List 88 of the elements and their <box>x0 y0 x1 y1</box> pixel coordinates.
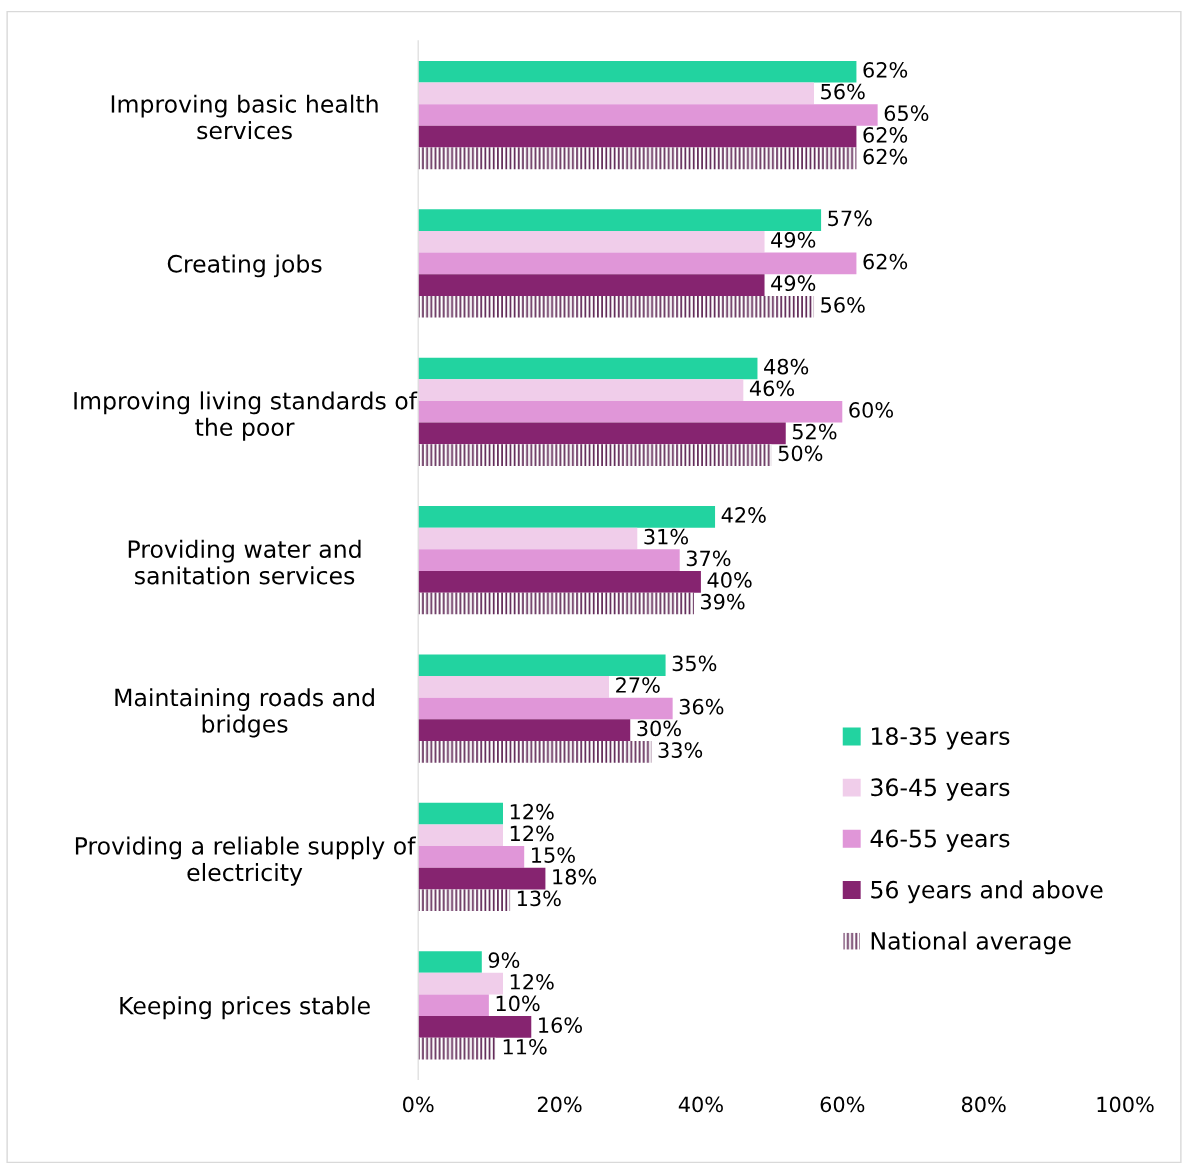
bar <box>418 972 503 995</box>
bar <box>418 592 694 615</box>
x-tick-label: 100% <box>1097 1096 1154 1113</box>
bar <box>418 824 503 847</box>
data-label: 56% <box>821 297 865 313</box>
data-label: 11% <box>503 1038 547 1055</box>
bar <box>418 549 680 571</box>
data-label: 49% <box>771 232 816 248</box>
y-tick-label: Creating jobs <box>167 254 322 278</box>
bar <box>418 506 716 528</box>
y-tick-label: Providing a reliable supply of electricity <box>75 836 416 886</box>
data-label: 50% <box>778 445 823 462</box>
data-label: 35% <box>672 655 717 672</box>
legend-label: 36-45 years <box>871 778 1010 801</box>
legend-label: 18-35 years <box>872 727 1010 750</box>
x-tick-label: 0% <box>403 1096 434 1113</box>
data-label: 33% <box>658 742 703 758</box>
bar <box>418 209 822 231</box>
data-label: 37% <box>686 550 731 567</box>
data-label: 12% <box>510 825 554 842</box>
data-label: 36% <box>679 698 724 715</box>
y-tick-label: Keeping prices stable <box>120 996 370 1020</box>
data-label: 12% <box>510 803 554 820</box>
data-label: 30% <box>637 720 681 737</box>
bar <box>418 147 857 170</box>
data-label: 40% <box>707 572 752 588</box>
bar <box>418 379 744 401</box>
data-label: 16% <box>539 1017 582 1033</box>
y-tick-label: Improving living standards of the poor <box>74 391 418 441</box>
data-label: 62% <box>863 126 908 143</box>
data-label: 56% <box>821 83 865 100</box>
data-label: 62% <box>863 61 908 78</box>
bar <box>418 125 857 148</box>
data-label: 18% <box>553 868 597 885</box>
data-label: 65% <box>884 105 929 122</box>
bar <box>418 527 638 550</box>
bar <box>418 654 666 677</box>
data-label: 62% <box>863 148 908 165</box>
y-tick-label: Maintaining roads and bridges <box>115 688 374 738</box>
data-label: 62% <box>863 253 908 270</box>
bar <box>418 295 815 318</box>
bar <box>418 802 503 825</box>
legend-label: 56 years and above <box>871 880 1103 904</box>
data-label: 12% <box>510 973 554 990</box>
data-label: 15% <box>532 847 575 863</box>
bar <box>418 252 857 275</box>
bar <box>418 570 701 593</box>
bar <box>418 719 631 742</box>
bar <box>418 444 772 466</box>
data-label: 13% <box>517 890 561 907</box>
bar <box>418 400 843 423</box>
bar <box>418 357 758 380</box>
data-label: 46% <box>749 380 795 397</box>
bar <box>418 867 546 890</box>
bar <box>418 1037 496 1060</box>
bar <box>418 60 857 83</box>
bar <box>418 889 511 912</box>
x-tick-label: 20% <box>537 1096 582 1113</box>
data-label: 52% <box>792 423 837 440</box>
x-tick-label: 80% <box>961 1096 1006 1113</box>
data-label: 48% <box>764 358 809 375</box>
data-label: 31% <box>644 528 689 545</box>
data-label: 9% <box>488 952 520 969</box>
data-label: 49% <box>771 275 816 292</box>
data-label: 39% <box>701 593 745 610</box>
legend-label: 46-55 years <box>870 829 1010 852</box>
data-label: 57% <box>828 210 872 227</box>
data-label: 10% <box>496 995 540 1012</box>
bar <box>418 951 482 973</box>
bar <box>418 1016 532 1038</box>
x-tick-label: 40% <box>678 1096 723 1113</box>
bar <box>418 104 878 126</box>
bar <box>418 676 610 698</box>
bar <box>418 274 765 296</box>
y-tick-label: Providing water and sanitation services <box>128 539 361 585</box>
data-label: 60% <box>849 402 893 418</box>
bar <box>418 422 786 445</box>
data-label: 42% <box>721 507 766 523</box>
bar <box>418 741 652 763</box>
x-tick-label: 60% <box>820 1096 865 1113</box>
bar <box>418 994 489 1017</box>
data-label: 27% <box>616 677 660 693</box>
y-tick-label: Improving basic health services <box>111 94 378 140</box>
bar <box>418 82 815 105</box>
bar <box>418 697 673 720</box>
bar <box>418 846 525 868</box>
bar <box>418 230 765 253</box>
legend-label: National average <box>871 931 1071 955</box>
